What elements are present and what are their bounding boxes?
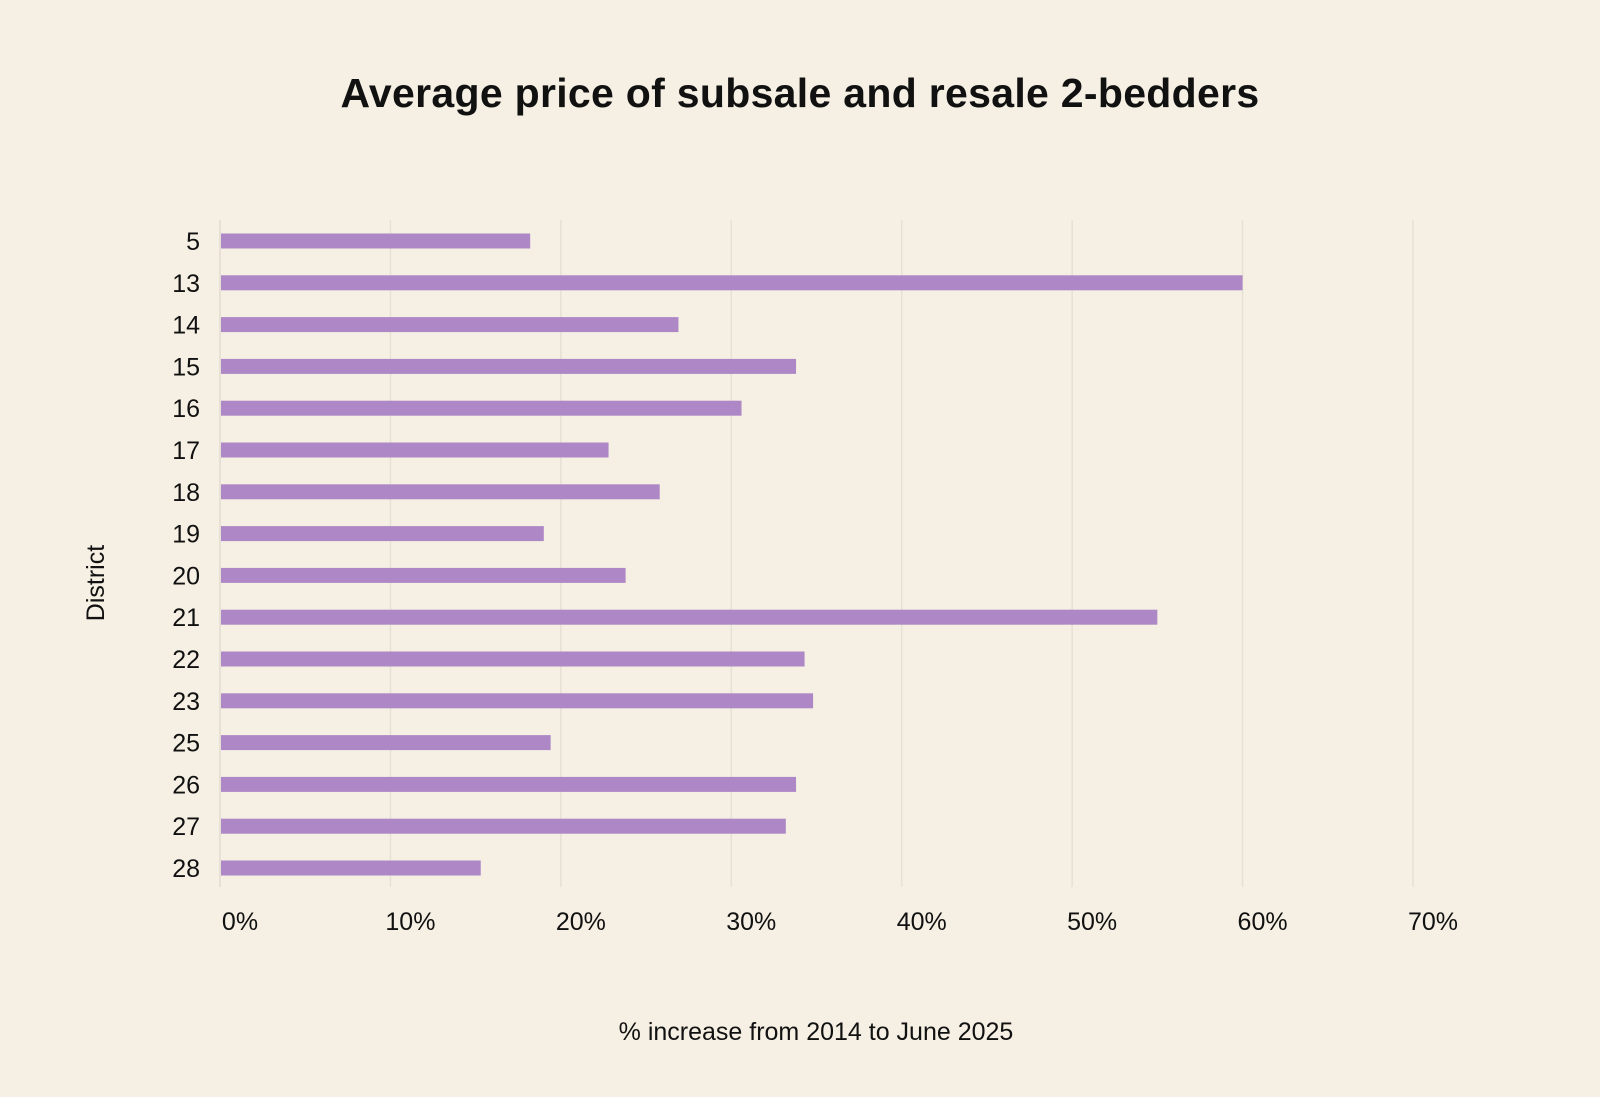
y-tick-label-28: 28	[172, 855, 200, 883]
bar-district-13	[221, 275, 1243, 291]
bar-district-27	[221, 818, 786, 834]
x-tick-label-30: 30%	[726, 908, 776, 936]
bar-district-16	[221, 400, 742, 416]
bars	[221, 233, 1243, 876]
bar-district-18	[221, 484, 660, 500]
x-tick-label-40: 40%	[897, 908, 947, 936]
bar-district-21	[221, 609, 1158, 625]
bar-district-20	[221, 567, 626, 583]
x-tick-label-50: 50%	[1067, 908, 1117, 936]
bar-district-19	[221, 526, 544, 542]
y-tick-label-19: 19	[172, 521, 200, 549]
y-tick-label-20: 20	[172, 562, 200, 590]
x-tick-label-0: 0%	[222, 908, 258, 936]
y-tick-label-23: 23	[172, 688, 200, 716]
x-tick-label-60: 60%	[1238, 908, 1288, 936]
x-tick-label-70: 70%	[1408, 908, 1458, 936]
y-tick-label-14: 14	[172, 312, 200, 340]
y-axis-label: District	[82, 545, 110, 621]
bar-district-25	[221, 735, 551, 751]
y-tick-label-17: 17	[172, 437, 200, 465]
bar-district-26	[221, 776, 797, 792]
y-tick-label-15: 15	[172, 353, 200, 381]
bar-district-22	[221, 651, 805, 667]
y-tick-label-16: 16	[172, 395, 200, 423]
bar-district-15	[221, 358, 797, 374]
chart-title: Average price of subsale and resale 2-be…	[340, 70, 1260, 116]
y-tick-label-18: 18	[172, 479, 200, 507]
y-tick-label-13: 13	[172, 270, 200, 298]
y-tick-labels: 5 13 14 15 16 17 18 19 20 21 22 23 25 26 27 28	[172, 228, 200, 883]
bar-district-28	[221, 860, 481, 876]
x-axis-label: % increase from 2014 to June 2025	[619, 1018, 1014, 1046]
y-tick-label-25: 25	[172, 730, 200, 758]
x-tick-label-10: 10%	[385, 908, 435, 936]
y-tick-label-5: 5	[186, 228, 200, 256]
bar-district-14	[221, 317, 679, 333]
x-tick-labels: 0% 10% 20% 30% 40% 50% 60% 70%	[222, 908, 1458, 936]
bar-district-5	[221, 233, 531, 249]
x-tick-label-20: 20%	[556, 908, 606, 936]
y-tick-label-21: 21	[172, 604, 200, 632]
y-tick-label-27: 27	[172, 813, 200, 841]
y-tick-label-22: 22	[172, 646, 200, 674]
bar-district-17	[221, 442, 609, 458]
bar-district-23	[221, 693, 814, 709]
y-tick-label-26: 26	[172, 771, 200, 799]
